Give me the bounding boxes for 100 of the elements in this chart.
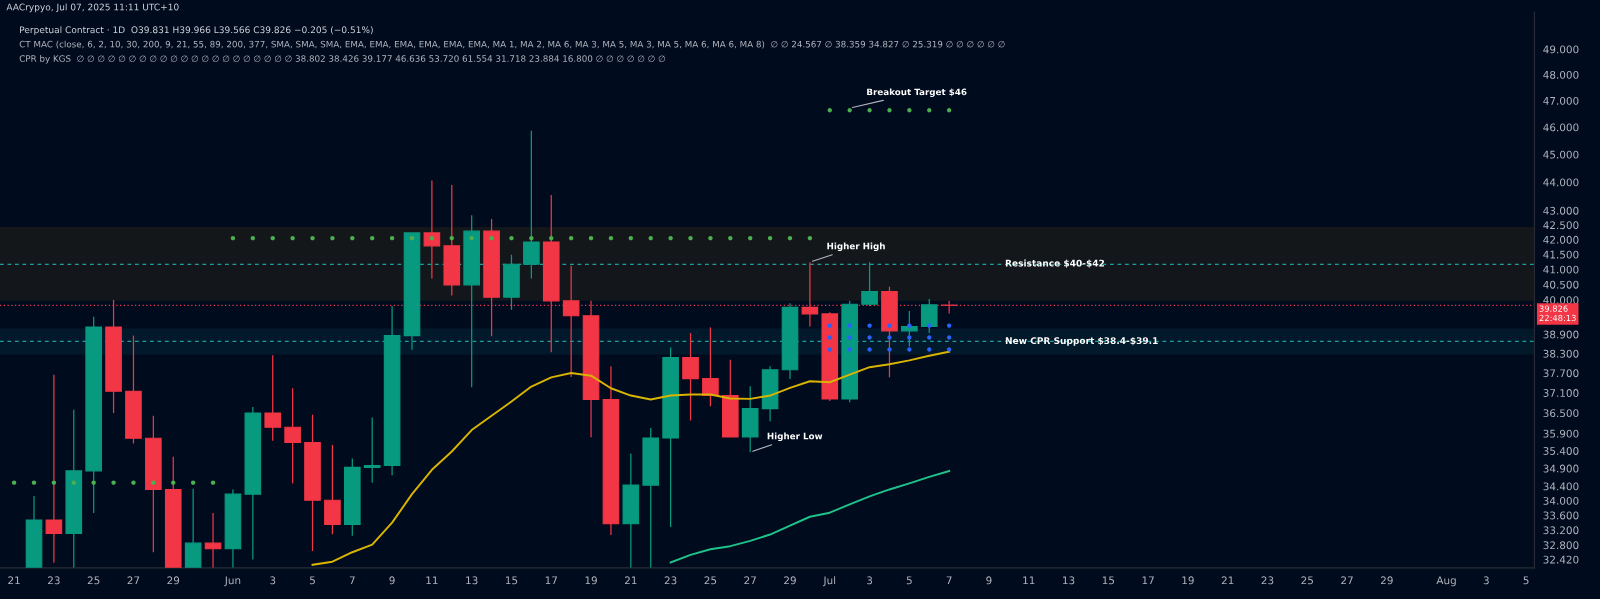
x-tick-label: 23 [48,576,60,585]
x-tick-label: 25 [87,576,100,585]
point [927,347,932,352]
y-tick-label: 48.000 [1543,70,1579,79]
x-tick-label: 11 [1023,576,1035,585]
point [946,108,952,113]
x-tick-label: 21 [8,576,20,585]
candlestick [363,416,381,484]
point [847,335,852,340]
point [210,480,216,485]
point [907,347,912,352]
x-tick-label: 5 [1523,576,1529,585]
y-tick-label: 40.000 [1543,296,1579,305]
point [131,480,136,485]
point [648,235,653,241]
point [290,235,295,241]
candlestick [861,261,878,307]
ref-line-label: 39.826 22:48:13 [1539,305,1576,322]
x-tick-label: Aug [1436,576,1456,587]
point [827,335,832,340]
y-tick-label: 33.600 [1543,511,1579,520]
point [748,235,753,241]
point [330,235,335,241]
chart-title: AACrypyo, Jul 07, 2025 11:11 UTC+10 [6,3,179,13]
x-tick-label: 5 [310,576,315,585]
y-tick-label: 42.000 [1543,235,1579,244]
point [31,480,37,485]
x-tick-label: 17 [1142,576,1154,585]
x-tick-label: 17 [545,576,557,585]
point [628,235,634,241]
x-tick-label: 9 [986,576,992,585]
y-tick-label: 33.200 [1543,526,1579,535]
x-tick-label: 3 [270,576,276,585]
x-tick-label: 19 [585,576,597,585]
point [827,347,832,352]
point [171,480,176,485]
point [887,323,892,328]
point [51,480,57,485]
x-tick-label: 7 [946,576,952,585]
candlestick [423,179,441,280]
y-tick-label: 45.000 [1543,150,1579,159]
point [389,235,395,241]
annotation: Breakout Target $46 [867,88,967,97]
point [529,235,534,241]
y-tick-label: 44.000 [1543,178,1579,187]
x-tick-label: 7 [349,576,355,585]
point [907,335,912,340]
x-tick-label: 29 [784,576,796,585]
band-label: Resistance $40-$42 [1005,259,1105,268]
x-tick-label: 27 [744,576,756,585]
point [946,335,952,340]
point [190,480,196,485]
annotation: Higher High [827,242,885,252]
y-tick-label: 34.000 [1543,496,1579,505]
line-series [669,470,951,564]
y-tick-label: 41.000 [1543,265,1579,274]
candlestick [284,387,301,484]
candlestick [264,354,282,442]
point [230,235,236,241]
y-tick-label: 38.300 [1543,349,1579,358]
candlestick [702,326,719,407]
point [151,480,156,485]
x-tick-label: 9 [389,576,395,585]
y-tick-label: 38.900 [1543,330,1579,339]
point [469,235,474,241]
point [847,108,852,113]
point [927,108,932,113]
annotation: Higher Low [767,432,823,442]
candlestick [523,130,540,280]
point [946,347,952,352]
point [489,235,494,241]
point [787,235,793,241]
y-tick-label: 32.420 [1543,555,1579,564]
x-tick-label: 25 [1301,576,1313,585]
y-tick-label: 32.800 [1543,541,1579,550]
x-tick-label: Jul [822,576,836,587]
y-tick-label: 34.400 [1543,482,1579,491]
y-tick-label: 35.400 [1543,447,1579,455]
point [847,323,852,328]
band-label: New CPR Support $38.4-$39.1 [1005,337,1158,346]
point [449,235,454,241]
point [728,235,733,241]
x-tick-label: 13 [1063,576,1075,585]
point [549,235,554,241]
candlestick [45,374,63,564]
point [608,235,614,241]
candlestick [682,332,699,422]
point [887,108,892,113]
y-tick-label: 47.000 [1543,96,1579,105]
y-tick-label: 36.500 [1543,409,1579,418]
x-tick-label: 27 [127,576,140,585]
y-tick-label: 34.900 [1543,464,1579,473]
point [867,335,872,340]
x-tick-label: 19 [1182,576,1194,585]
x-tick-label: 27 [1341,576,1353,585]
y-tick-label: 37.700 [1543,369,1579,378]
y-tick-label: 46.000 [1543,123,1579,132]
candlestick [901,310,918,348]
x-tick-label: 29 [1380,576,1393,585]
point [927,335,932,340]
